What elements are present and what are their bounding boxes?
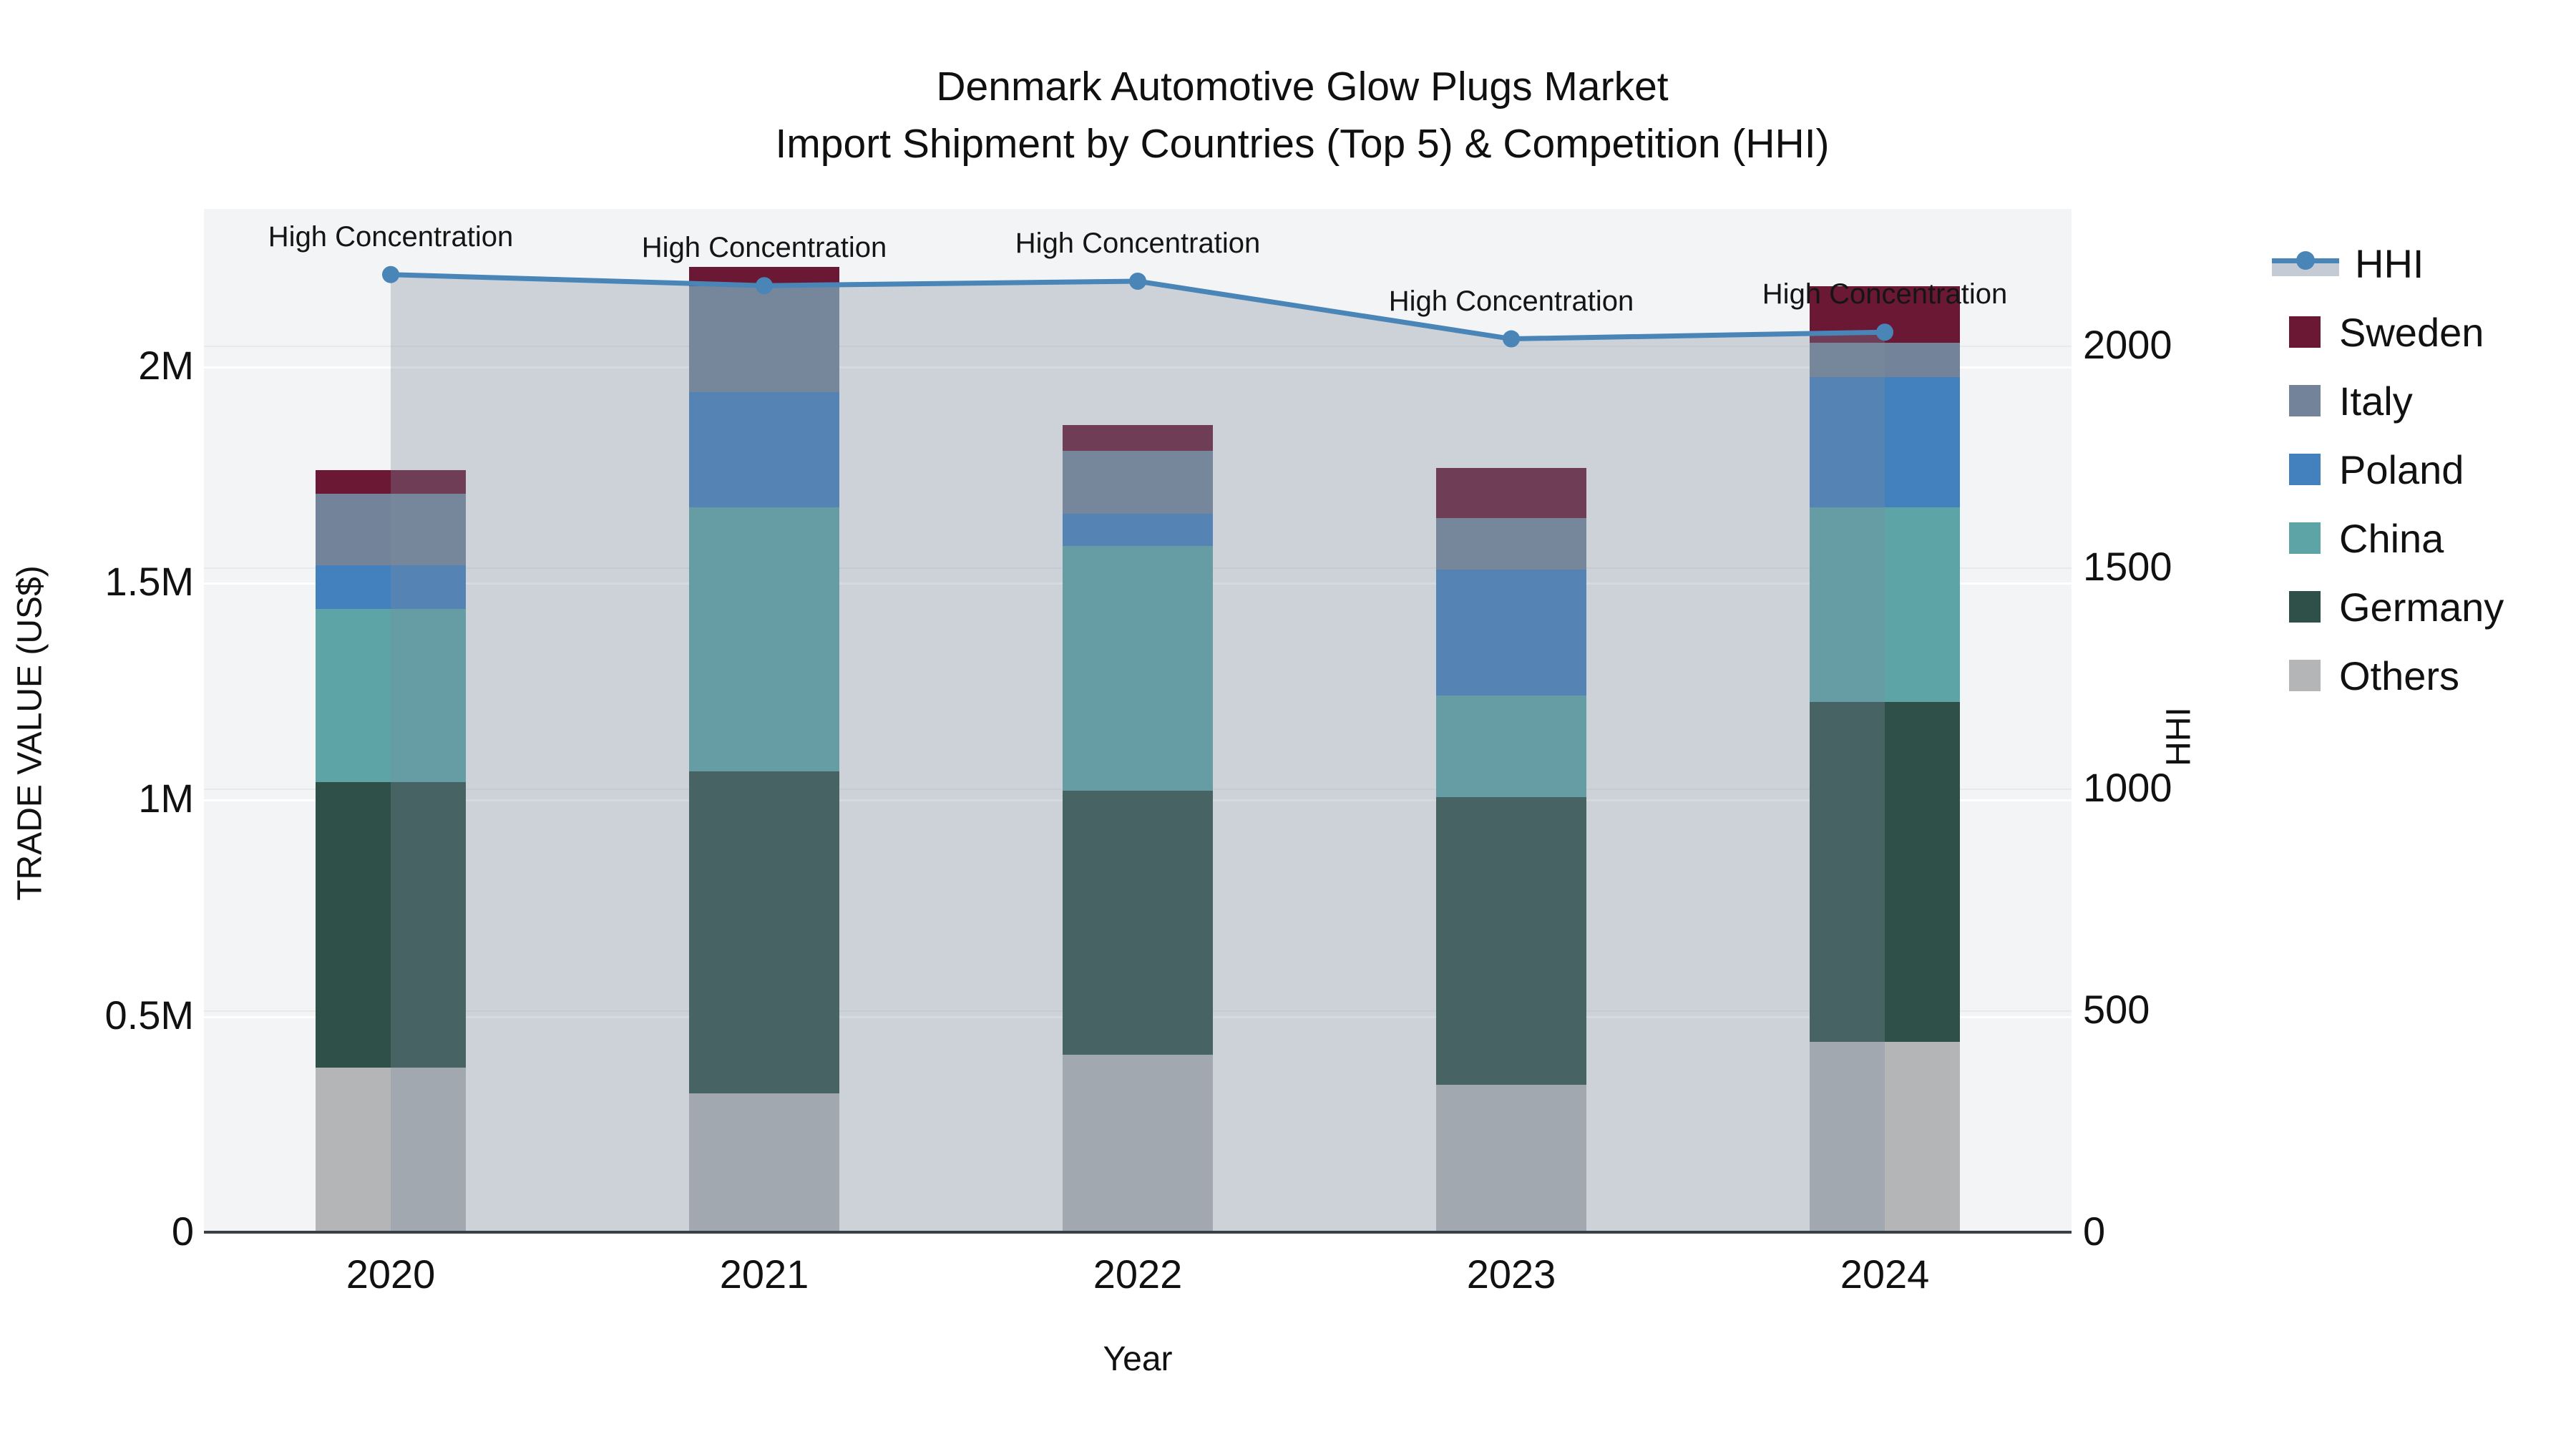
- bar-segment-poland-2021: [689, 392, 839, 507]
- gridline-hhi: [204, 345, 2072, 347]
- bar-segment-sweden-2020: [316, 470, 466, 494]
- bar-segment-italy-2024: [1810, 342, 1960, 378]
- bar-segment-poland-2022: [1063, 513, 1213, 547]
- chart-title: Denmark Automotive Glow Plugs Market: [936, 64, 1669, 109]
- bar-segment-poland-2020: [316, 565, 466, 609]
- legend-label: HHI: [2355, 240, 2424, 286]
- legend-item-others[interactable]: Others: [2272, 641, 2572, 710]
- legend: HHI Sweden Italy Poland China Germany Others: [2272, 229, 2572, 710]
- y-tick-label-left: 1.5M: [104, 559, 195, 605]
- legend-swatch-others: [2289, 660, 2321, 691]
- bar-segment-others-2022: [1063, 1054, 1213, 1232]
- bar-segment-italy-2023: [1436, 517, 1586, 570]
- bar-segment-others-2020: [316, 1068, 466, 1232]
- x-tick-label-2023: 2023: [1466, 1252, 1556, 1297]
- legend-label: Poland: [2339, 447, 2464, 492]
- bar-segment-others-2024: [1810, 1041, 1960, 1232]
- annotation-high-concentration-2024: High Concentration: [1762, 278, 2008, 311]
- x-axis-title: Year: [1103, 1340, 1173, 1378]
- bar-segment-china-2024: [1810, 507, 1960, 702]
- legend-item-germany[interactable]: Germany: [2272, 572, 2572, 641]
- x-tick-label-2022: 2022: [1093, 1252, 1183, 1297]
- x-axis-line: [204, 1231, 2072, 1234]
- legend-label: Italy: [2339, 378, 2413, 424]
- x-tick-label-2021: 2021: [719, 1252, 809, 1297]
- bar-segment-germany-2022: [1063, 790, 1213, 1055]
- legend-label: Sweden: [2339, 309, 2484, 355]
- bar-segment-italy-2022: [1063, 450, 1213, 514]
- gridline-trade-value: [204, 366, 2072, 369]
- x-tick-label-2024: 2024: [1840, 1252, 1930, 1297]
- legend-swatch-sweden: [2289, 316, 2321, 348]
- bar-segment-others-2023: [1436, 1085, 1586, 1232]
- legend-item-sweden[interactable]: Sweden: [2272, 298, 2572, 366]
- y-tick-label-right: 0: [2083, 1209, 2106, 1254]
- bar-segment-poland-2023: [1436, 570, 1586, 696]
- annotation-high-concentration-2022: High Concentration: [1015, 227, 1261, 259]
- bar-segment-sweden-2023: [1436, 468, 1586, 518]
- y-tick-label-right: 1500: [2083, 543, 2172, 589]
- y-tick-label-left: 0: [171, 1209, 194, 1254]
- bar-segment-sweden-2022: [1063, 424, 1213, 451]
- legend-item-poland[interactable]: Poland: [2272, 435, 2572, 504]
- y-tick-label-right: 1000: [2083, 765, 2172, 811]
- bar-segment-china-2023: [1436, 695, 1586, 797]
- bar-segment-china-2022: [1063, 546, 1213, 791]
- bar-segment-germany-2023: [1436, 796, 1586, 1085]
- bar-segment-poland-2024: [1810, 377, 1960, 507]
- bar-segment-china-2020: [316, 608, 466, 782]
- y-tick-label-right: 500: [2083, 987, 2150, 1033]
- legend-swatch-italy: [2289, 385, 2321, 416]
- legend-swatch-china: [2289, 522, 2321, 554]
- bar-segment-germany-2020: [316, 781, 466, 1068]
- hhi-marker-2024: [1876, 323, 1893, 341]
- y-tick-label-left: 1M: [138, 775, 194, 821]
- hhi-marker-2023: [1503, 330, 1520, 348]
- plot-area: [204, 209, 2072, 1232]
- legend-item-italy[interactable]: Italy: [2272, 366, 2572, 435]
- hhi-marker-2022: [1129, 272, 1146, 290]
- legend-label: Others: [2339, 653, 2460, 698]
- y-tick-label-right: 2000: [2083, 321, 2172, 367]
- legend-label: China: [2339, 515, 2444, 561]
- annotation-high-concentration-2023: High Concentration: [1388, 285, 1634, 317]
- hhi-marker-2021: [756, 277, 773, 295]
- x-tick-label-2020: 2020: [346, 1252, 436, 1297]
- chart-subtitle: Import Shipment by Countries (Top 5) & C…: [775, 121, 1830, 167]
- hhi-marker-2020: [382, 265, 399, 283]
- bar-segment-germany-2024: [1810, 701, 1960, 1042]
- y-tick-label-left: 2M: [138, 342, 194, 388]
- legend-label: Germany: [2339, 584, 2504, 630]
- bar-segment-others-2021: [689, 1093, 839, 1232]
- annotation-high-concentration-2020: High Concentration: [268, 220, 514, 253]
- y-axis-title-left: TRADE VALUE (US$): [11, 565, 49, 901]
- legend-swatch-germany: [2289, 591, 2321, 623]
- bar-segment-germany-2021: [689, 771, 839, 1094]
- legend-item-china[interactable]: China: [2272, 504, 2572, 572]
- bar-segment-italy-2021: [689, 286, 839, 393]
- bar-segment-italy-2020: [316, 494, 466, 566]
- legend-swatch-poland: [2289, 454, 2321, 485]
- legend-item-hhi[interactable]: HHI: [2272, 229, 2572, 298]
- hhi-area-fill: [391, 274, 1885, 1232]
- y-tick-label-left: 0.5M: [104, 992, 195, 1038]
- hhi-line-legend-sample: [2272, 248, 2339, 279]
- annotation-high-concentration-2021: High Concentration: [641, 232, 887, 264]
- bar-segment-china-2021: [689, 507, 839, 771]
